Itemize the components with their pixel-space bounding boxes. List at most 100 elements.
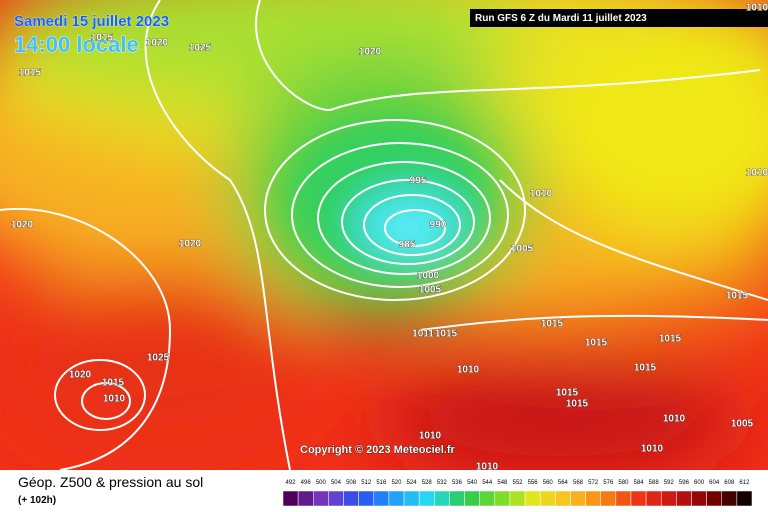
forecast-date: Samedi 15 juillet 2023 — [14, 13, 169, 30]
legend-swatch — [721, 490, 738, 507]
legend-swatch — [494, 490, 511, 507]
legend-swatch — [343, 490, 359, 507]
legend-swatch — [630, 490, 647, 507]
legend-swatch — [388, 490, 405, 507]
forecast-time: 14:00 locale — [14, 32, 139, 57]
legend-label: 584 — [634, 480, 645, 486]
legend-label: 496 — [301, 480, 312, 486]
isobar-label: 1005 — [731, 419, 754, 430]
isobar-labels: 1015 1020 1025 1020 1015 995 990 985 1000 1005 100… — [11, 2, 768, 473]
legend-label: 504 — [331, 480, 342, 486]
legend-label: 564 — [558, 480, 569, 486]
isobar-lines — [54, 0, 768, 471]
legend-label: 596 — [679, 480, 690, 486]
isobar-label: 1010 — [457, 365, 480, 376]
color-legend: 492 496 500 504 508 512 516 520 524 528 532 536 540 5… — [282, 480, 753, 507]
legend-label: 576 — [603, 480, 614, 486]
legend-label: 612 — [739, 480, 750, 486]
isobar-label: 995 — [410, 176, 427, 187]
run-banner — [470, 9, 768, 27]
legend-label: 560 — [543, 480, 554, 486]
isobar-label: 1015 — [556, 388, 579, 399]
legend-label: 528 — [422, 480, 433, 486]
legend-swatch — [313, 490, 329, 507]
footer-title: Géop. Z500 & pression au sol — [18, 474, 203, 490]
legend-swatch — [524, 490, 541, 507]
legend-swatch — [297, 490, 314, 507]
isobar-label: 1015 — [102, 378, 125, 389]
legend-label: 544 — [482, 480, 493, 486]
legend-label: 568 — [573, 480, 584, 486]
legend-label: 520 — [391, 480, 402, 486]
legend-label: 604 — [709, 480, 720, 486]
isobar-label: 1020 — [69, 370, 92, 381]
isobar-label: 1010 — [530, 189, 553, 200]
isobar-label: 1000 — [417, 271, 440, 282]
legend-label: 508 — [346, 480, 357, 486]
isobar-label: 1005 — [511, 244, 534, 255]
isobar-label: 1010 — [641, 444, 664, 455]
legend-label: 524 — [407, 480, 418, 486]
legend-swatch — [539, 490, 556, 507]
isobar-label: 1010 — [746, 168, 768, 179]
legend-swatch — [555, 490, 571, 507]
isobar-label: 1020 — [146, 38, 169, 49]
isobar-label: 1010 — [746, 3, 768, 14]
isobar-label: 1015 — [585, 338, 608, 349]
legend-swatch — [328, 490, 344, 507]
legend-swatch — [449, 490, 465, 507]
legend-swatch — [434, 490, 450, 507]
isobar-label: 990 — [430, 220, 447, 231]
legend-label: 540 — [467, 480, 478, 486]
legend-label: 592 — [664, 480, 675, 486]
legend-swatch — [358, 490, 375, 507]
legend-label: 580 — [618, 480, 629, 486]
isobar-label: 985 — [399, 240, 416, 251]
legend-swatch — [585, 490, 601, 507]
legend-swatch — [600, 490, 617, 507]
isobar-label: 1020 — [359, 47, 382, 58]
legend-label: 492 — [286, 480, 297, 486]
isobar-label: 1010 — [419, 431, 442, 442]
run-info: Run GFS 6 Z du Mardi 11 juillet 2023 — [475, 13, 647, 24]
legend-swatch — [509, 490, 526, 507]
legend-swatch — [373, 490, 390, 507]
legend-swatch — [615, 490, 632, 507]
isobar-label: 1010 — [663, 414, 686, 425]
legend-label: 552 — [512, 480, 523, 486]
legend-swatch — [570, 490, 586, 507]
isobar-label: 1020 — [11, 220, 34, 231]
field — [0, 0, 768, 480]
legend-label: 556 — [528, 480, 539, 486]
legend-swatch — [691, 490, 707, 507]
legend-swatch — [736, 490, 753, 507]
legend-label: 512 — [361, 480, 372, 486]
isobar-label: 1015 — [435, 329, 458, 340]
isobar-label: 1011 — [412, 329, 434, 340]
legend-label: 500 — [316, 480, 327, 486]
isobar-label: 1015 — [91, 33, 114, 44]
legend-swatch — [464, 490, 480, 507]
legend-label: 608 — [724, 480, 735, 486]
legend-swatch — [479, 490, 496, 507]
legend-swatch — [660, 490, 677, 507]
isobar-label: 1020 — [179, 239, 202, 250]
legend-swatch — [282, 490, 299, 507]
legend-label: 532 — [437, 480, 448, 486]
legend-label: 548 — [497, 480, 508, 486]
isobar-label: 1015 — [541, 319, 564, 330]
legend-swatch — [418, 490, 435, 507]
copyright: Copyright © 2023 Meteociel.fr — [300, 444, 456, 456]
legend-swatch — [676, 490, 692, 507]
isobar-label: 1010 — [476, 462, 499, 473]
isobar-label: 1025 — [189, 43, 212, 54]
legend-swatch — [706, 490, 722, 507]
legend-label: 536 — [452, 480, 463, 486]
isobar-label: 1025 — [147, 353, 170, 364]
isobar-label: 1015 — [726, 291, 749, 302]
legend-label: 572 — [588, 480, 599, 486]
legend-label: 600 — [694, 480, 705, 486]
legend-label: 516 — [376, 480, 387, 486]
legend-label: 588 — [649, 480, 660, 486]
